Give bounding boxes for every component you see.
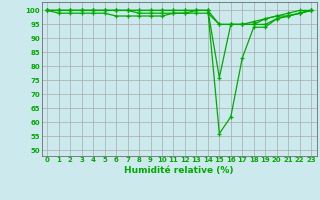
X-axis label: Humidité relative (%): Humidité relative (%) xyxy=(124,166,234,175)
